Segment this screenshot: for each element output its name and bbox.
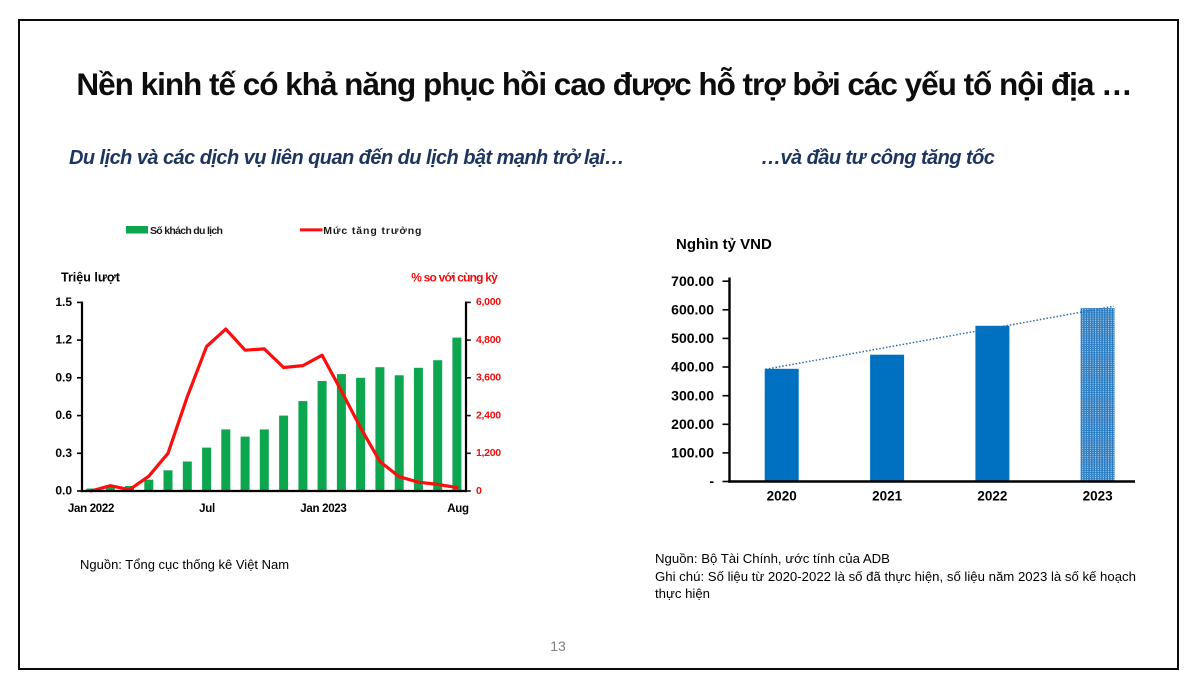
svg-text:-: - [709,473,714,489]
svg-text:Nghìn tỷ VND: Nghìn tỷ VND [676,236,772,253]
svg-text:2021: 2021 [872,489,903,504]
svg-text:% so với cùng kỳ: % so với cùng kỳ [411,271,498,285]
svg-text:Số khách du lịch: Số khách du lịch [150,225,223,237]
svg-text:300.00: 300.00 [671,387,714,403]
svg-text:2020: 2020 [767,489,797,504]
svg-text:0.3: 0.3 [55,446,72,460]
svg-text:0.6: 0.6 [55,408,72,422]
svg-text:Mức tăng trưởng: Mức tăng trưởng [323,225,422,237]
svg-text:400.00: 400.00 [671,359,714,375]
svg-text:1.2: 1.2 [55,333,72,347]
svg-text:Aug: Aug [447,503,469,515]
svg-text:Jan 2022: Jan 2022 [68,503,114,515]
svg-text:0.0: 0.0 [55,484,72,498]
svg-text:Triệu lượt: Triệu lượt [61,271,121,285]
svg-text:1,200: 1,200 [476,447,501,459]
svg-text:Jul: Jul [199,503,215,515]
svg-text:500.00: 500.00 [671,330,714,346]
svg-text:2,400: 2,400 [476,409,501,421]
svg-text:3,600: 3,600 [476,372,501,384]
svg-text:700.00: 700.00 [671,273,714,289]
svg-text:6,000: 6,000 [476,296,501,308]
svg-text:Jan 2023: Jan 2023 [300,503,346,515]
svg-text:0: 0 [476,485,482,497]
svg-text:2022: 2022 [977,489,1007,504]
svg-text:2023: 2023 [1083,489,1114,504]
svg-text:0.9: 0.9 [55,370,72,384]
svg-text:1.5: 1.5 [55,295,72,309]
svg-text:600.00: 600.00 [671,301,714,317]
svg-text:100.00: 100.00 [671,445,714,461]
svg-text:4,800: 4,800 [476,334,501,346]
svg-text:200.00: 200.00 [671,416,714,432]
